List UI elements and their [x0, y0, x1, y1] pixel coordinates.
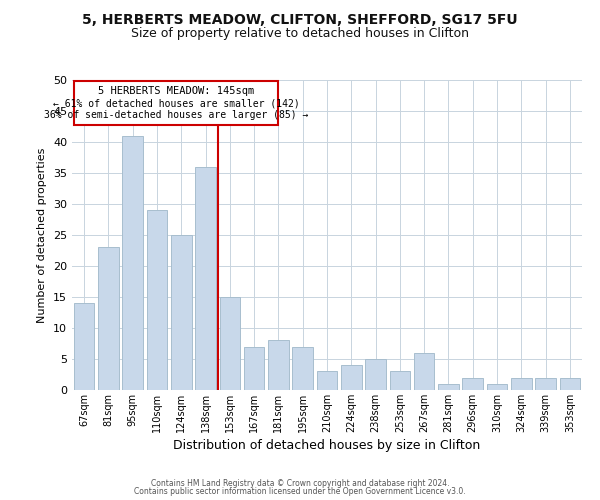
Text: 5 HERBERTS MEADOW: 145sqm: 5 HERBERTS MEADOW: 145sqm: [98, 86, 254, 96]
Bar: [317, 372, 337, 390]
Text: Contains public sector information licensed under the Open Government Licence v3: Contains public sector information licen…: [134, 487, 466, 496]
Bar: [414, 353, 434, 390]
X-axis label: Distribution of detached houses by size in Clifton: Distribution of detached houses by size …: [173, 439, 481, 452]
Bar: [292, 346, 313, 390]
Text: 36% of semi-detached houses are larger (85) →: 36% of semi-detached houses are larger (…: [44, 110, 308, 120]
Bar: [341, 365, 362, 390]
Bar: [389, 372, 410, 390]
Bar: [220, 297, 240, 390]
Text: ← 61% of detached houses are smaller (142): ← 61% of detached houses are smaller (14…: [53, 98, 300, 108]
Bar: [98, 248, 119, 390]
Text: 5, HERBERTS MEADOW, CLIFTON, SHEFFORD, SG17 5FU: 5, HERBERTS MEADOW, CLIFTON, SHEFFORD, S…: [82, 12, 518, 26]
Bar: [171, 235, 191, 390]
Bar: [195, 167, 216, 390]
Bar: [146, 210, 167, 390]
Bar: [511, 378, 532, 390]
Bar: [535, 378, 556, 390]
Text: Contains HM Land Registry data © Crown copyright and database right 2024.: Contains HM Land Registry data © Crown c…: [151, 478, 449, 488]
Y-axis label: Number of detached properties: Number of detached properties: [37, 148, 47, 322]
Bar: [244, 346, 265, 390]
Bar: [74, 303, 94, 390]
FancyBboxPatch shape: [74, 81, 278, 124]
Text: Size of property relative to detached houses in Clifton: Size of property relative to detached ho…: [131, 28, 469, 40]
Bar: [463, 378, 483, 390]
Bar: [268, 340, 289, 390]
Bar: [438, 384, 459, 390]
Bar: [560, 378, 580, 390]
Bar: [122, 136, 143, 390]
Bar: [487, 384, 508, 390]
Bar: [365, 359, 386, 390]
